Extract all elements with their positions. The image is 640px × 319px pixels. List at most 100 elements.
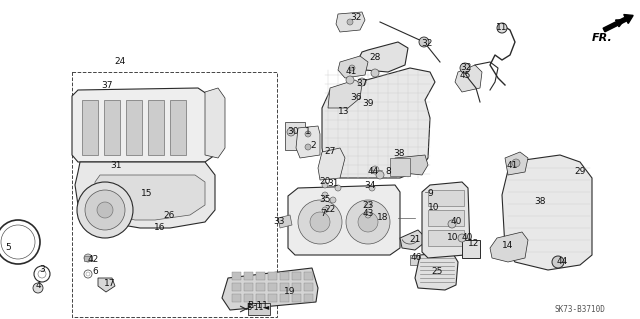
Text: 13: 13 bbox=[339, 107, 349, 115]
Text: 2: 2 bbox=[310, 142, 316, 151]
Polygon shape bbox=[336, 12, 365, 32]
Text: 16: 16 bbox=[154, 224, 166, 233]
Text: 32: 32 bbox=[350, 13, 362, 23]
Polygon shape bbox=[328, 80, 362, 108]
Circle shape bbox=[84, 254, 92, 262]
Bar bbox=[292, 272, 301, 280]
Bar bbox=[268, 272, 277, 280]
Bar bbox=[280, 294, 289, 302]
Bar bbox=[126, 100, 142, 155]
Text: 8: 8 bbox=[385, 167, 391, 176]
Polygon shape bbox=[395, 155, 428, 175]
Circle shape bbox=[287, 128, 295, 136]
Text: FR.: FR. bbox=[591, 33, 612, 43]
Circle shape bbox=[460, 63, 470, 73]
Circle shape bbox=[512, 159, 520, 167]
Polygon shape bbox=[222, 268, 318, 310]
Bar bbox=[304, 294, 313, 302]
Bar bbox=[292, 283, 301, 291]
Text: 38: 38 bbox=[534, 197, 546, 206]
Polygon shape bbox=[205, 88, 225, 158]
Text: 34: 34 bbox=[364, 181, 376, 189]
Polygon shape bbox=[72, 88, 215, 162]
Polygon shape bbox=[338, 56, 368, 78]
Text: 43: 43 bbox=[362, 209, 374, 218]
Circle shape bbox=[305, 131, 311, 137]
Bar bbox=[428, 230, 464, 246]
Bar bbox=[248, 303, 270, 315]
Text: 1: 1 bbox=[305, 127, 311, 136]
Polygon shape bbox=[288, 185, 400, 255]
Bar bbox=[244, 283, 253, 291]
Circle shape bbox=[448, 220, 456, 228]
Circle shape bbox=[365, 212, 371, 218]
Text: 25: 25 bbox=[431, 266, 443, 276]
Bar bbox=[268, 294, 277, 302]
Polygon shape bbox=[490, 232, 528, 262]
Circle shape bbox=[365, 202, 371, 208]
Bar bbox=[148, 100, 164, 155]
Text: 17: 17 bbox=[104, 279, 116, 288]
Circle shape bbox=[322, 192, 328, 198]
Text: 24: 24 bbox=[115, 57, 125, 66]
Text: 21: 21 bbox=[410, 235, 420, 244]
Bar bbox=[280, 272, 289, 280]
Bar bbox=[244, 272, 253, 280]
Text: 39: 39 bbox=[362, 99, 374, 108]
Text: 41: 41 bbox=[346, 66, 356, 76]
Polygon shape bbox=[278, 215, 292, 228]
Text: 23: 23 bbox=[362, 202, 374, 211]
Text: B-11◄: B-11◄ bbox=[246, 302, 269, 311]
Polygon shape bbox=[400, 230, 428, 250]
Bar bbox=[232, 272, 241, 280]
Text: 46: 46 bbox=[410, 254, 422, 263]
Text: 5: 5 bbox=[5, 242, 11, 251]
Bar bbox=[256, 294, 265, 302]
Circle shape bbox=[349, 65, 355, 71]
Circle shape bbox=[376, 171, 384, 179]
Text: 19: 19 bbox=[284, 286, 296, 295]
Bar bbox=[390, 158, 410, 176]
Polygon shape bbox=[455, 65, 482, 92]
Bar bbox=[462, 240, 480, 258]
Bar bbox=[232, 294, 241, 302]
Bar bbox=[82, 100, 98, 155]
Text: 42: 42 bbox=[88, 255, 99, 263]
Text: 40: 40 bbox=[451, 218, 461, 226]
Bar bbox=[285, 122, 305, 150]
Circle shape bbox=[298, 200, 342, 244]
Bar bbox=[292, 294, 301, 302]
Circle shape bbox=[358, 78, 366, 86]
Text: 18: 18 bbox=[377, 213, 388, 222]
Polygon shape bbox=[415, 252, 458, 290]
Text: 27: 27 bbox=[324, 147, 336, 157]
Circle shape bbox=[371, 166, 379, 174]
Text: B-11: B-11 bbox=[248, 301, 268, 310]
Text: 38: 38 bbox=[393, 149, 404, 158]
Text: SK73-B3710D: SK73-B3710D bbox=[555, 306, 605, 315]
Polygon shape bbox=[422, 182, 470, 258]
Text: 44: 44 bbox=[556, 257, 568, 266]
Circle shape bbox=[497, 23, 507, 33]
Bar bbox=[304, 283, 313, 291]
Text: 28: 28 bbox=[369, 54, 381, 63]
Bar bbox=[256, 283, 265, 291]
Text: 22: 22 bbox=[324, 204, 335, 213]
Circle shape bbox=[358, 212, 378, 232]
Polygon shape bbox=[502, 155, 592, 270]
FancyArrow shape bbox=[603, 15, 633, 32]
Bar bbox=[268, 283, 277, 291]
Circle shape bbox=[371, 69, 379, 77]
Bar bbox=[72, 72, 277, 317]
Text: 44: 44 bbox=[367, 167, 379, 175]
Text: 12: 12 bbox=[468, 239, 480, 248]
Polygon shape bbox=[358, 42, 408, 72]
Circle shape bbox=[330, 197, 336, 203]
Circle shape bbox=[322, 182, 328, 188]
Text: 14: 14 bbox=[502, 241, 514, 250]
Text: 6: 6 bbox=[92, 268, 98, 277]
Polygon shape bbox=[296, 126, 320, 158]
Text: 10: 10 bbox=[428, 204, 440, 212]
Bar bbox=[428, 190, 464, 206]
Text: 26: 26 bbox=[163, 211, 175, 219]
